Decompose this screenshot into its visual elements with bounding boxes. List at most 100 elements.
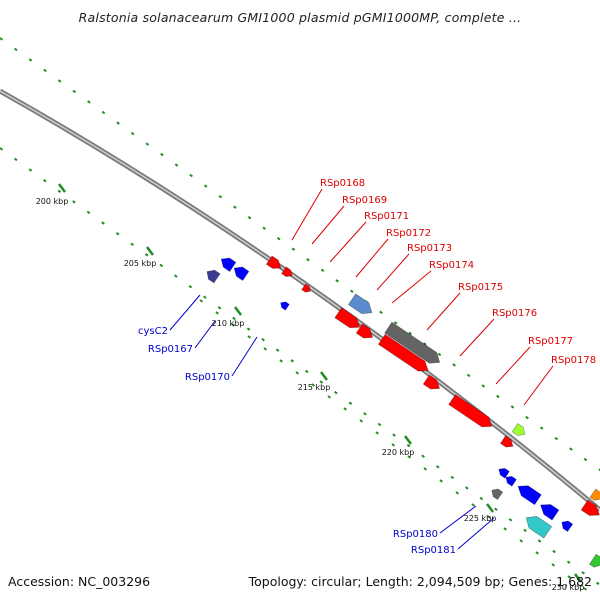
track-dot: [503, 527, 507, 531]
track-dot: [437, 352, 442, 357]
gene-label-RSp0170[interactable]: RSp0170: [185, 372, 230, 383]
track-dot: [203, 295, 207, 299]
gene-RSp0169[interactable]: [281, 266, 295, 279]
leader-line: [376, 253, 410, 291]
track-dot: [406, 443, 411, 448]
scale-label: 225 kbp: [464, 514, 497, 523]
track-dot: [261, 337, 265, 342]
track-dot: [363, 412, 367, 416]
track-dot: [306, 258, 310, 262]
gene-label-RSp0178[interactable]: RSp0178: [551, 355, 596, 366]
gene-RSp0179[interactable]: [504, 474, 517, 487]
gene-label-RSp0171[interactable]: RSp0171: [364, 211, 409, 222]
topology-summary: Topology: circular; Length: 2,094,509 bp…: [248, 574, 592, 589]
track-dot: [304, 369, 309, 374]
track-dot: [160, 152, 164, 157]
inner-dot-track: [0, 147, 600, 586]
gene-orange[interactable]: [589, 488, 600, 503]
track-dot: [319, 380, 324, 384]
gene-RSp0179a[interactable]: [497, 466, 510, 479]
gene-RSp0174[interactable]: [384, 321, 444, 367]
accession-text: Accession: NC_003296: [8, 574, 151, 589]
gene-RSp0167[interactable]: [231, 264, 250, 281]
track-dot: [72, 200, 76, 204]
gene-label-RSp0169[interactable]: RSp0169: [342, 195, 387, 206]
track-dot: [28, 58, 33, 62]
gene-RSp0171[interactable]: [301, 283, 313, 294]
gene-labels: RSp0168 RSp0169 RSp0171 RSp0172 RSp0173 RSp01…: [138, 178, 596, 556]
gene-RSp0175[interactable]: [377, 333, 431, 375]
track-dot: [57, 79, 62, 83]
track-dot: [392, 433, 396, 437]
gene-RSp0170[interactable]: [279, 300, 290, 311]
gene-RSp0177[interactable]: [448, 394, 496, 432]
track-dot: [263, 347, 267, 351]
gene-RSp0180b[interactable]: [515, 481, 542, 506]
leader-line: [231, 336, 258, 377]
backbone-highlight: [0, 90, 600, 511]
gene-features: [204, 255, 600, 570]
gene-RSp0180[interactable]: [489, 486, 504, 501]
gene-RSp0172[interactable]: [347, 293, 375, 318]
track-dot: [101, 110, 106, 115]
gene-RSp0168[interactable]: [265, 255, 283, 272]
track-dot: [377, 422, 382, 427]
gene-RSp0167a[interactable]: [218, 255, 237, 272]
track-dot: [28, 168, 33, 172]
track-dot: [421, 454, 425, 458]
track-dot: [290, 359, 295, 363]
leader-line: [391, 270, 432, 304]
track-dot: [218, 194, 223, 199]
track-dot: [508, 518, 513, 522]
track-dot: [598, 468, 600, 472]
scale-label: 220 kbp: [382, 448, 415, 457]
gene-label-RSp0180[interactable]: RSp0180: [393, 529, 438, 540]
gene-RSp0178a[interactable]: [500, 435, 516, 450]
gene-label-RSp0173[interactable]: RSp0173: [407, 243, 452, 254]
gene-label-RSp0175[interactable]: RSp0175: [458, 282, 503, 293]
gene-label-RSp0167[interactable]: RSp0167: [148, 344, 193, 355]
gene-RSp0180c[interactable]: [537, 500, 560, 521]
gene-label-RSp0172[interactable]: RSp0172: [386, 228, 431, 239]
track-dot: [115, 231, 120, 236]
gene-RSp0182[interactable]: [580, 499, 600, 520]
track-dot: [519, 539, 524, 543]
gene-RSp0181[interactable]: [522, 512, 553, 539]
scale-tick: [574, 573, 582, 583]
gene-label-RSp0181[interactable]: RSp0181: [411, 545, 456, 556]
track-dot: [295, 371, 299, 375]
scale-tick: [234, 306, 242, 316]
scale-label: 205 kbp: [124, 259, 157, 268]
track-dot: [335, 279, 339, 283]
track-dot: [525, 415, 529, 420]
gene-RSp0176[interactable]: [422, 374, 442, 393]
scale-tick: [320, 371, 328, 381]
gene-RSp0178[interactable]: [511, 423, 528, 438]
track-dot: [188, 284, 193, 289]
track-dot: [217, 306, 222, 310]
track-dot: [407, 455, 411, 459]
gene-RSp0173[interactable]: [334, 307, 363, 332]
gene-label-RSp0174[interactable]: RSp0174: [429, 260, 474, 271]
gene-cysC2[interactable]: [204, 267, 221, 284]
gene-RSp0173b[interactable]: [355, 323, 375, 342]
gene-RSp0180d[interactable]: [559, 518, 574, 533]
gene-label-RSp0168[interactable]: RSp0168: [320, 178, 365, 189]
gene-label-RSp0177[interactable]: RSp0177: [528, 336, 573, 347]
track-dot: [72, 89, 77, 94]
track-dot: [359, 419, 363, 423]
leader-line: [311, 205, 345, 245]
track-dot: [311, 383, 315, 387]
track-dot: [159, 263, 164, 268]
track-dot: [232, 316, 236, 321]
track-dot: [279, 359, 283, 363]
track-dot: [523, 528, 527, 533]
gene-green[interactable]: [589, 553, 600, 570]
outer-dot-track: [0, 37, 600, 472]
leader-line: [291, 188, 323, 241]
track-dot: [246, 327, 251, 331]
gene-label-cysC2[interactable]: cysC2: [138, 326, 168, 337]
track-dot: [327, 395, 331, 399]
gene-label-RSp0176[interactable]: RSp0176: [492, 308, 537, 319]
scale-tick: [146, 246, 154, 256]
